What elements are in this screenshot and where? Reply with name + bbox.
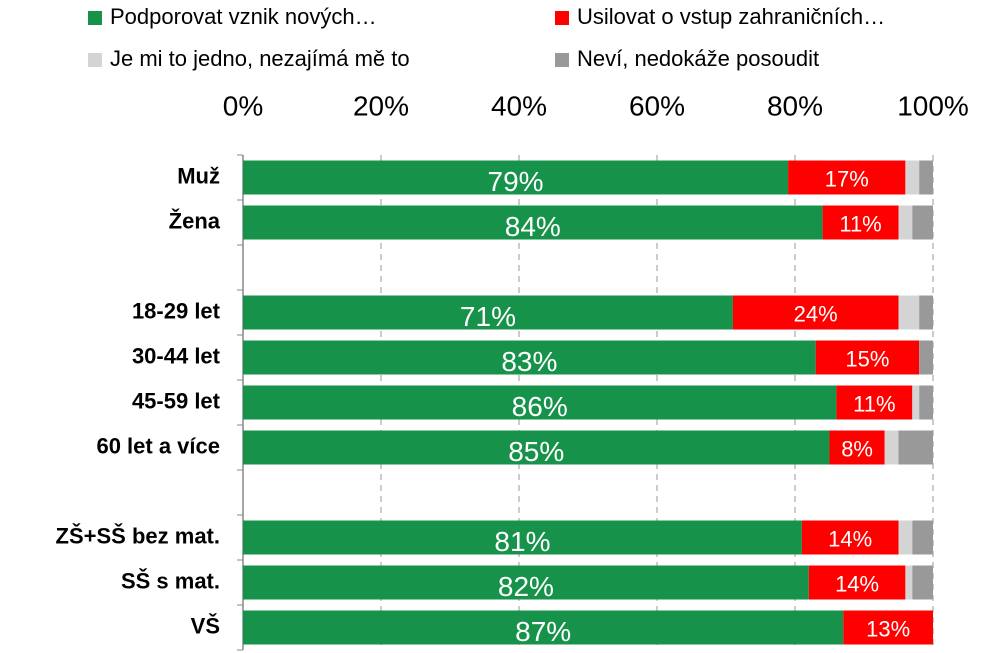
legend-swatch bbox=[88, 11, 102, 25]
bar-segment bbox=[243, 340, 816, 375]
bar-segment bbox=[243, 205, 823, 240]
bar-segment bbox=[912, 205, 933, 240]
bar-segment bbox=[732, 295, 899, 330]
bar-segment bbox=[822, 205, 899, 240]
bar-segment bbox=[243, 430, 830, 465]
data-label: 14% bbox=[828, 526, 872, 551]
x-tick-label: 40% bbox=[491, 90, 547, 121]
bar-segment bbox=[898, 205, 913, 240]
bar-segment bbox=[898, 430, 933, 465]
bar-segment bbox=[898, 295, 920, 330]
data-label: 8% bbox=[841, 436, 873, 461]
data-label: 14% bbox=[835, 571, 879, 596]
data-label: 11% bbox=[853, 391, 895, 416]
bar-segment bbox=[243, 160, 789, 195]
data-label: 87% bbox=[515, 616, 571, 647]
bar-segment bbox=[788, 160, 906, 195]
category-label: ZŠ+SŠ bez mat. bbox=[56, 523, 220, 548]
data-label: 85% bbox=[508, 436, 564, 467]
data-label: 11% bbox=[839, 211, 881, 236]
x-tick-label: 0% bbox=[223, 90, 263, 121]
data-label: 15% bbox=[845, 346, 889, 371]
legend-label: Usilovat o vstup zahraničních… bbox=[577, 4, 885, 29]
x-tick-label: 100% bbox=[897, 90, 969, 121]
bar-segment bbox=[829, 430, 885, 465]
bar-segment bbox=[919, 160, 933, 195]
x-tick-label: 80% bbox=[767, 90, 823, 121]
legend-label: Je mi to jedno, nezajímá mě to bbox=[110, 46, 410, 71]
x-tick-label: 20% bbox=[353, 90, 409, 121]
bar-segment bbox=[843, 610, 933, 645]
bar-segment bbox=[919, 295, 933, 330]
category-label: 60 let a více bbox=[96, 433, 220, 458]
data-label: 24% bbox=[794, 301, 838, 326]
category-label: 30-44 let bbox=[132, 343, 221, 368]
data-label: 79% bbox=[488, 166, 544, 197]
data-label: 17% bbox=[825, 166, 869, 191]
x-tick-label: 60% bbox=[629, 90, 685, 121]
bar-segment bbox=[243, 520, 802, 555]
category-label: 18-29 let bbox=[132, 298, 221, 323]
bar-segment bbox=[905, 160, 920, 195]
bar-segment bbox=[808, 565, 906, 600]
data-label: 86% bbox=[512, 391, 568, 422]
legend-swatch bbox=[555, 53, 569, 67]
bar-segment bbox=[801, 520, 899, 555]
data-label: 83% bbox=[501, 346, 557, 377]
category-label: 45-59 let bbox=[132, 388, 221, 413]
bar-segment bbox=[243, 610, 844, 645]
bar-segment bbox=[243, 295, 733, 330]
legend-swatch bbox=[88, 53, 102, 67]
bar-segment bbox=[912, 385, 920, 420]
bar-segment bbox=[905, 565, 913, 600]
legend-swatch bbox=[555, 11, 569, 25]
bar-segment bbox=[815, 340, 920, 375]
bar-segment bbox=[919, 385, 933, 420]
bar-segment bbox=[836, 385, 913, 420]
legend-label: Neví, nedokáže posoudit bbox=[577, 46, 819, 71]
category-label: SŠ s mat. bbox=[121, 568, 220, 593]
bar-segment bbox=[243, 565, 809, 600]
bar-segment bbox=[898, 520, 913, 555]
category-label: VŠ bbox=[191, 613, 220, 638]
data-label: 71% bbox=[460, 301, 516, 332]
bar-segment bbox=[912, 520, 933, 555]
category-label: Muž bbox=[177, 163, 220, 188]
bar-segment bbox=[912, 565, 933, 600]
data-label: 13% bbox=[866, 616, 910, 641]
data-label: 81% bbox=[494, 526, 550, 557]
bar-segment bbox=[243, 385, 837, 420]
bar-segment bbox=[919, 340, 933, 375]
category-label: Žena bbox=[169, 208, 221, 233]
data-label: 82% bbox=[498, 571, 554, 602]
data-label: 84% bbox=[505, 211, 561, 242]
legend-label: Podporovat vznik nových… bbox=[110, 4, 377, 29]
bar-segment bbox=[884, 430, 899, 465]
